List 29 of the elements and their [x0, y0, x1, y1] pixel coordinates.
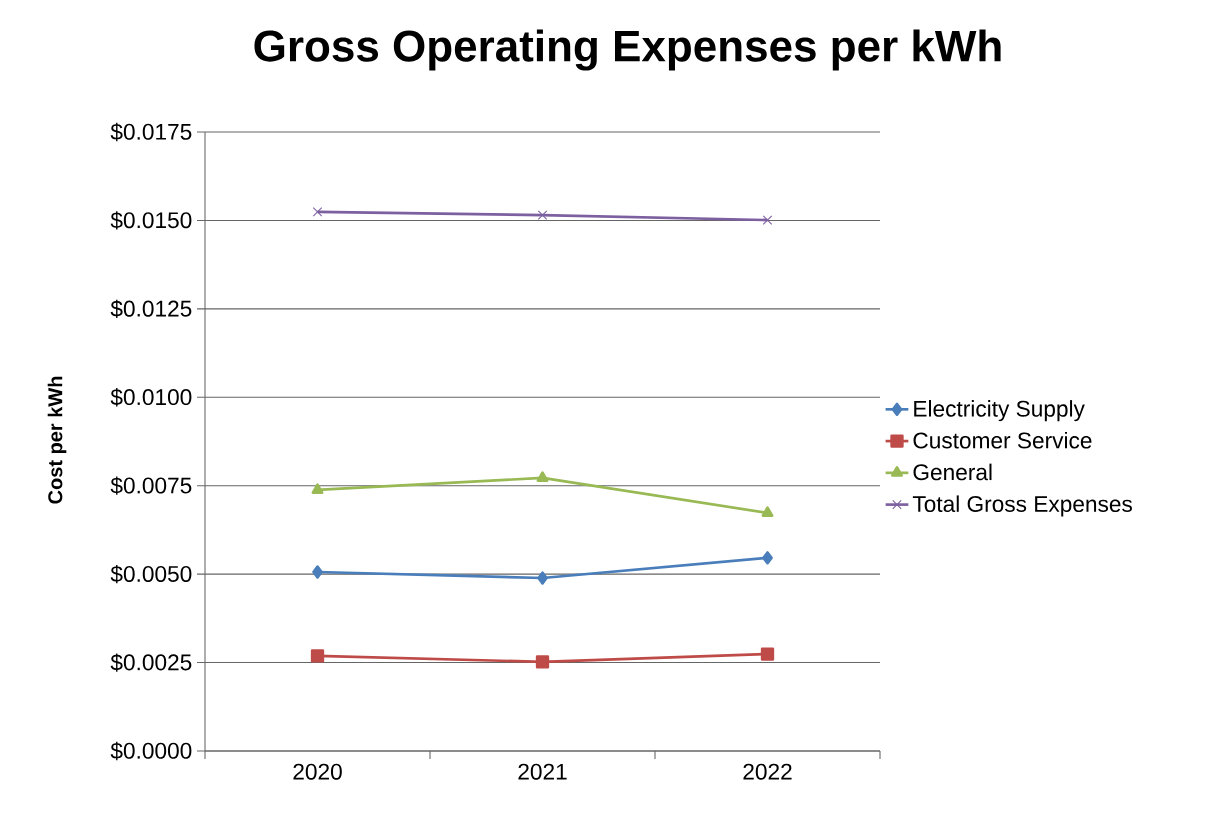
x-tick-label: 2020: [293, 763, 342, 780]
y-tick-label: $0.0075: [110, 476, 192, 495]
legend-label: Customer Service: [913, 431, 1092, 449]
point: [762, 215, 773, 225]
legend-label: Total Gross Expenses: [912, 495, 1132, 517]
y-tick-label: $0.0125: [110, 299, 192, 319]
legend-label: General: [913, 463, 992, 481]
point: [761, 506, 774, 517]
y-tick-label: $0.0100: [110, 388, 192, 407]
legend-label: Electricity Supply: [914, 400, 1085, 422]
y-tick-label: $0.0025: [110, 653, 192, 672]
y-tick-label: $0.0150: [110, 211, 192, 230]
y-axis-title: Cost per kWh: [47, 376, 67, 504]
chart-title: Gross Operating Expenses per kWh: [254, 29, 1001, 71]
point: [536, 471, 549, 482]
x-tick-label: 2022: [743, 763, 792, 780]
point: [311, 483, 324, 494]
x-tick-label: 2021: [518, 763, 567, 780]
point: [312, 565, 323, 579]
point: [535, 655, 550, 669]
point: [762, 551, 773, 565]
point: [312, 207, 323, 217]
point: [537, 210, 548, 220]
y-tick-label: $0.0000: [110, 741, 192, 761]
point: [537, 571, 548, 585]
point: [310, 649, 325, 663]
y-tick-label: $0.0175: [110, 122, 192, 142]
y-tick-label: $0.0050: [110, 564, 192, 584]
point: [760, 647, 775, 661]
